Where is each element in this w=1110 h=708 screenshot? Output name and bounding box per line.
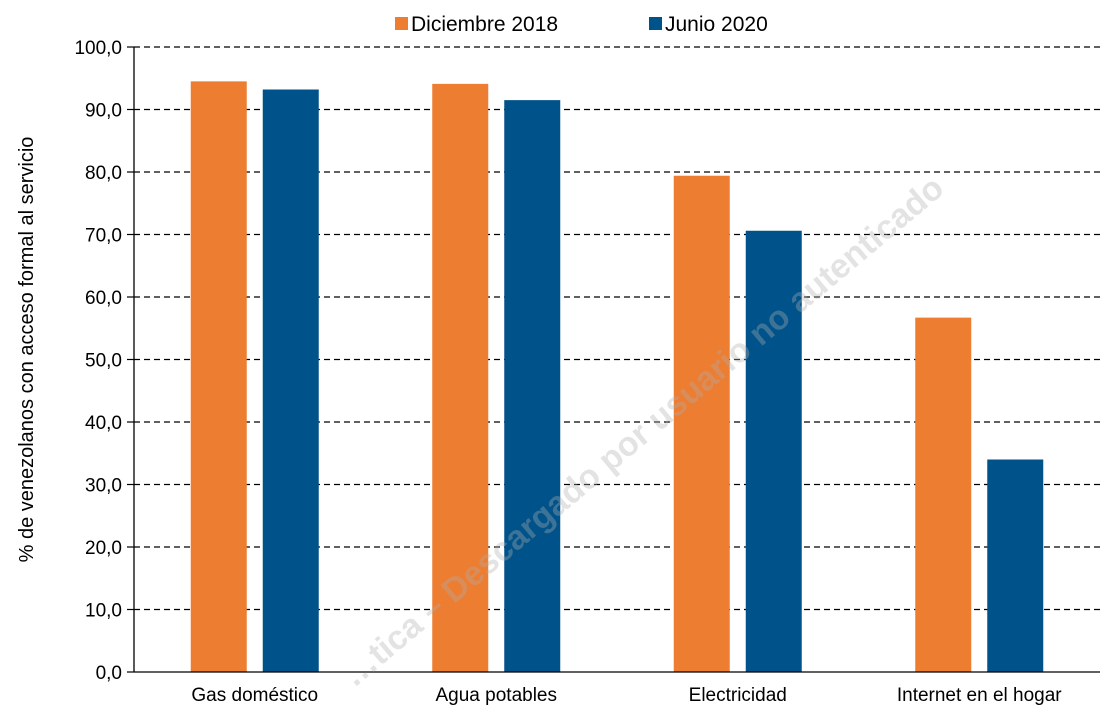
x-tick-label: Agua potables xyxy=(436,685,558,706)
legend: Diciembre 2018 Junio 2020 xyxy=(395,13,768,36)
legend-swatch xyxy=(649,17,662,30)
bar xyxy=(432,83,489,672)
y-tick-label: 50,0 xyxy=(85,351,122,372)
legend-label: Diciembre 2018 xyxy=(411,13,558,36)
y-tick-labels: 0,0 10,0 20,0 30,0 40,0 50,0 60,0 70,0 80,0 90,0 1… xyxy=(74,38,122,684)
x-tick-label: Internet en el hogar xyxy=(897,685,1062,706)
y-tick-label: 60,0 xyxy=(85,288,122,309)
y-tick-label: 10,0 xyxy=(85,601,122,622)
y-tick-label: 100,0 xyxy=(74,38,122,59)
bar xyxy=(987,459,1044,672)
y-tick-label: 20,0 xyxy=(85,538,122,559)
y-axis-title: % de venezolanos con acceso formal al se… xyxy=(16,137,38,563)
x-tick-labels: Gas doméstico Agua potables Electricidad In… xyxy=(191,685,1062,706)
y-tick-label: 90,0 xyxy=(85,101,122,122)
y-tick-label: 80,0 xyxy=(85,163,122,184)
y-tick-label: 0,0 xyxy=(96,663,122,684)
bar xyxy=(190,81,247,672)
y-tick-label: 70,0 xyxy=(85,226,122,247)
y-tick-label: 40,0 xyxy=(85,413,122,434)
x-tick-label: Gas doméstico xyxy=(191,685,318,706)
x-tick-label: Electricidad xyxy=(689,685,787,706)
bar xyxy=(745,230,802,672)
bar xyxy=(262,89,319,672)
legend-swatch xyxy=(395,17,408,30)
watermark-text: …tica – Descargado por usuario no autent… xyxy=(335,169,951,695)
bar xyxy=(915,317,972,672)
bar xyxy=(504,100,561,672)
bars xyxy=(190,81,1044,672)
y-tick-label: 30,0 xyxy=(85,476,122,497)
bar xyxy=(673,175,730,672)
legend-label: Junio 2020 xyxy=(665,13,768,36)
